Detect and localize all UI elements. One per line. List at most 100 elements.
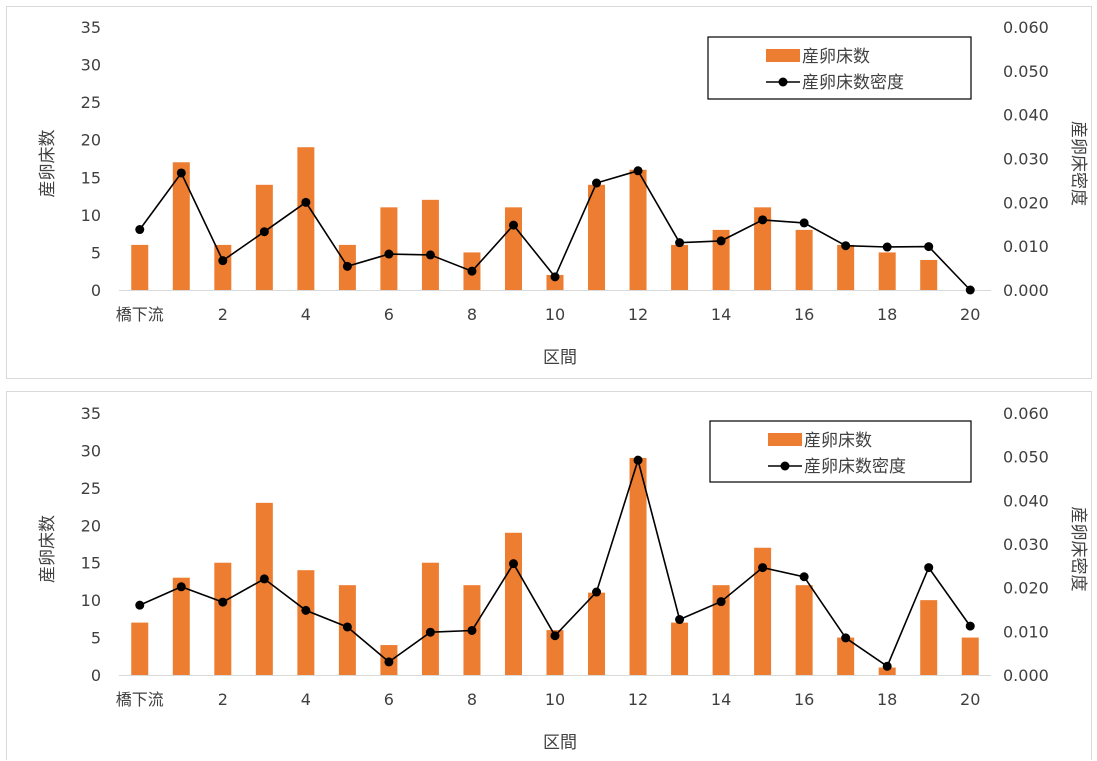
bar: [504, 207, 522, 290]
x-tick-label: 12: [628, 305, 648, 324]
density-point: [799, 572, 809, 582]
y2-axis-title: 産卵床密度: [1068, 121, 1088, 206]
y2-tick-label: 0.050: [1003, 448, 1049, 467]
density-point: [924, 242, 934, 252]
bar: [920, 259, 938, 290]
density-point: [592, 587, 602, 597]
y-tick-label: 30: [81, 56, 101, 75]
bar: [712, 585, 730, 675]
density-point: [758, 215, 768, 225]
bar: [421, 562, 439, 675]
density-point: [882, 242, 892, 252]
y-tick-label: 5: [91, 629, 101, 648]
density-point: [135, 225, 145, 235]
density-point: [633, 455, 643, 465]
y-axis-title: 産卵床数: [38, 130, 58, 198]
y-tick-label: 5: [91, 243, 101, 262]
density-point: [259, 574, 269, 584]
bar: [421, 199, 439, 290]
x-tick-label: 12: [628, 690, 648, 709]
bar: [255, 184, 273, 290]
x-tick-label: 18: [877, 305, 897, 324]
x-tick-label: 8: [467, 690, 477, 709]
bar: [172, 162, 190, 290]
y2-tick-label: 0.040: [1003, 491, 1049, 510]
y2-tick-label: 0.010: [1003, 237, 1049, 256]
bar: [837, 637, 855, 675]
x-axis-title: 区間: [543, 348, 577, 368]
chart-svg-top: 0 5 10 15 20 25 30 35 0.000 0.010 0.020 0.030 0.040 0…: [38, 18, 1088, 368]
x-tick-label: 8: [467, 305, 477, 324]
density-point: [675, 615, 685, 625]
bar: [754, 547, 772, 675]
y2-tick-label: 0.050: [1003, 62, 1049, 81]
density-point: [176, 582, 186, 592]
bar: [214, 244, 232, 290]
y2-tick-label: 0.000: [1003, 281, 1049, 300]
bar: [588, 184, 606, 290]
x-axis-title: 区間: [543, 733, 577, 753]
chart-panel-bottom: 0 5 10 15 20 25 30 35 0.000 0.010 0.020 0.030 0.040 0…: [6, 391, 1092, 760]
density-point: [384, 249, 394, 259]
legend-box: [709, 420, 972, 483]
bar: [878, 667, 896, 675]
y2-tick-label: 0.020: [1003, 193, 1049, 212]
x-tick-label: 橋下流: [116, 690, 164, 709]
x-tick-label: 20: [960, 690, 980, 709]
chart-panel-top: 0 5 10 15 20 25 30 35 0.000 0.010 0.020 0.030 0.040 0…: [6, 6, 1092, 379]
x-tick-label: 4: [301, 690, 311, 709]
density-point: [342, 622, 352, 632]
density-point: [301, 605, 311, 615]
legend-label-count: 産卵床数: [804, 431, 872, 451]
bar: [920, 600, 938, 675]
legend-box: [707, 36, 972, 100]
density-point: [965, 285, 975, 295]
x-tick-label: 16: [794, 690, 814, 709]
x-tick-label: 14: [711, 305, 731, 324]
y2-tick-label: 0.010: [1003, 622, 1049, 641]
bar: [629, 457, 647, 675]
y2-tick-label: 0.030: [1003, 150, 1049, 169]
density-point: [841, 633, 851, 643]
bar: [297, 570, 315, 675]
density-point: [882, 661, 892, 671]
y-tick-label: 15: [81, 168, 101, 187]
bar: [546, 274, 564, 290]
bar: [754, 207, 772, 290]
bar: [629, 169, 647, 290]
bar: [588, 592, 606, 675]
y2-tick-label: 0.060: [1003, 18, 1049, 37]
bar: [837, 244, 855, 290]
density-point: [425, 250, 435, 260]
bar: [671, 622, 689, 675]
density-point: [508, 559, 518, 569]
density-point: [176, 168, 186, 178]
legend-label-count: 産卵床数: [802, 47, 870, 67]
bar: [546, 630, 564, 675]
density-point: [467, 266, 477, 276]
y2-tick-label: 0.020: [1003, 579, 1049, 598]
y2-tick-label: 0.040: [1003, 106, 1049, 125]
density-point: [467, 625, 477, 635]
density-point: [508, 220, 518, 230]
x-tick-label: 橋下流: [116, 305, 164, 324]
x-tick-label: 4: [301, 305, 311, 324]
x-tick-label: 6: [384, 305, 394, 324]
density-point: [716, 236, 726, 246]
density-point: [218, 256, 228, 266]
x-tick-label: 2: [218, 305, 228, 324]
y2-axis-title: 産卵床密度: [1068, 507, 1088, 592]
x-tick-label: 10: [545, 305, 565, 324]
bar: [131, 244, 149, 290]
y-tick-label: 20: [81, 131, 101, 150]
chart-svg-bottom: 0 5 10 15 20 25 30 35 0.000 0.010 0.020 0.030 0.040 0…: [38, 404, 1088, 753]
density-point: [965, 621, 975, 631]
legend-line-marker: [778, 77, 788, 87]
x-tick-label: 16: [794, 305, 814, 324]
bar: [795, 229, 813, 290]
bar: [214, 562, 232, 675]
bar: [504, 532, 522, 675]
y2-tick-label: 0.030: [1003, 535, 1049, 554]
bar: [297, 147, 315, 290]
y-tick-label: 20: [81, 516, 101, 535]
